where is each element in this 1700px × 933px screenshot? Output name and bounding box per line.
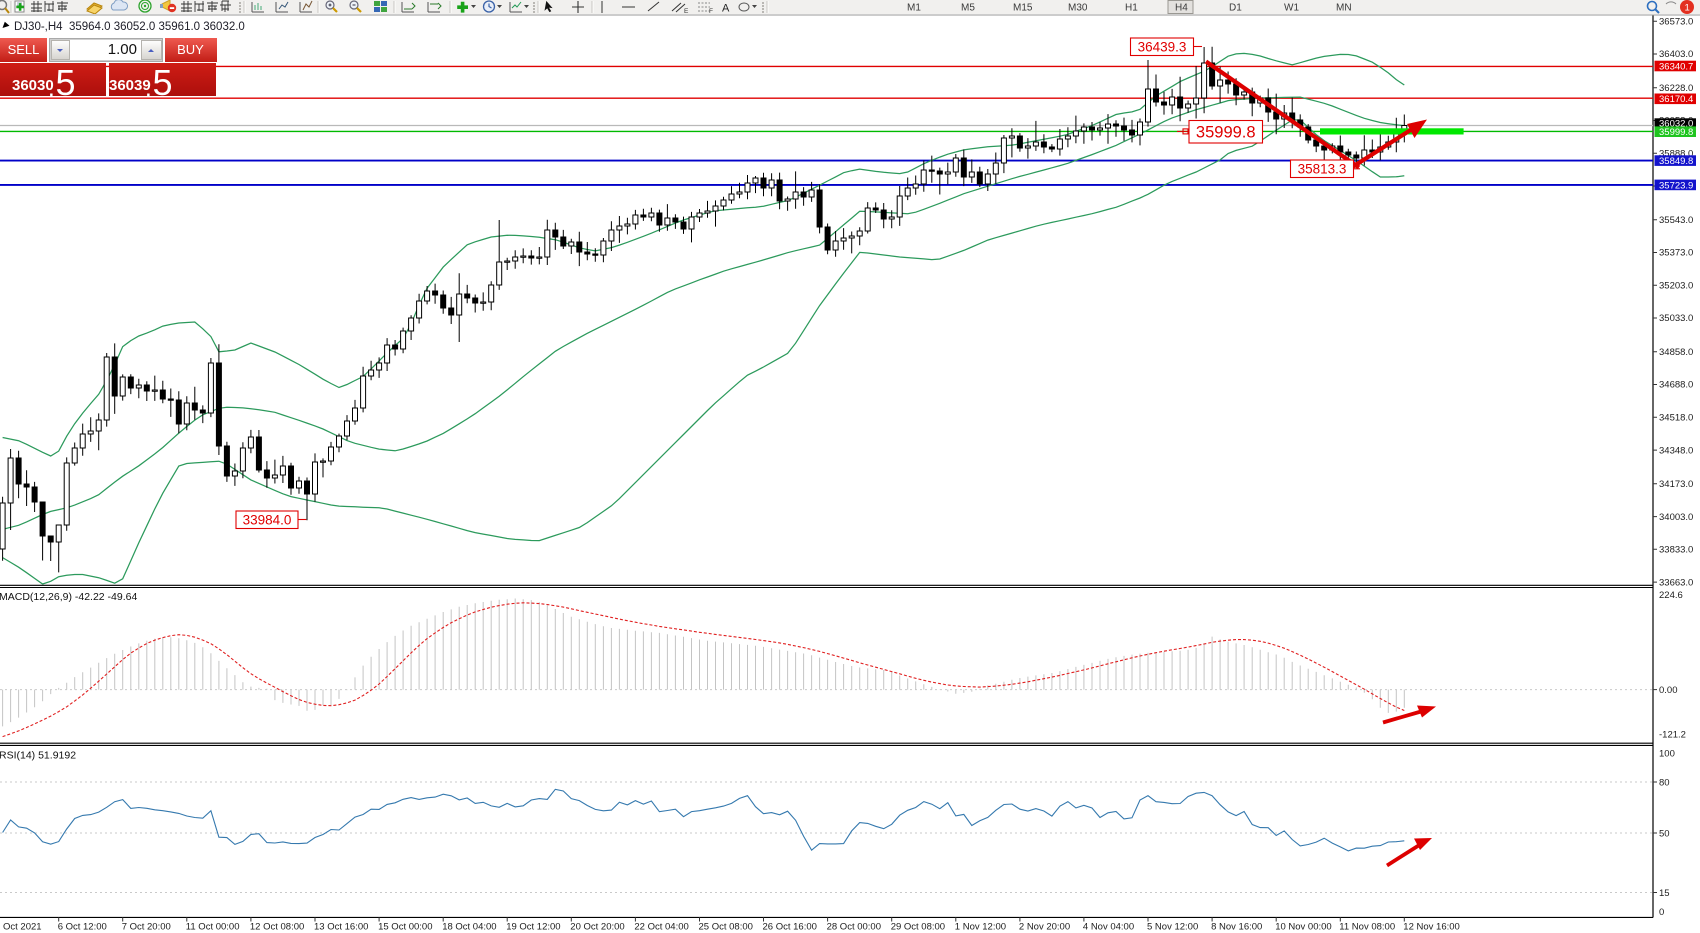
- svg-text:26 Oct 16:00: 26 Oct 16:00: [763, 922, 817, 933]
- svg-text:D1: D1: [1229, 3, 1242, 14]
- svg-text:33833.0: 33833.0: [1659, 545, 1693, 556]
- svg-text:E: E: [684, 8, 689, 14]
- svg-text:35999.8: 35999.8: [1659, 127, 1693, 138]
- svg-text:35813.3: 35813.3: [1298, 162, 1347, 177]
- svg-text:0.00: 0.00: [1659, 685, 1678, 696]
- svg-text:MACD(12,26,9) -42.22 -49.64: MACD(12,26,9) -42.22 -49.64: [0, 591, 137, 603]
- svg-text:36573.0: 36573.0: [1659, 16, 1693, 27]
- svg-text:80: 80: [1659, 777, 1670, 788]
- svg-text:50: 50: [1659, 828, 1670, 839]
- svg-text:36439.3: 36439.3: [1138, 40, 1187, 55]
- svg-text:34688.0: 34688.0: [1659, 380, 1693, 391]
- svg-text:DJ30-,H4 35964.0 36052.0 3596: DJ30-,H4 35964.0 36052.0 35961.0 36032.0: [14, 21, 245, 33]
- svg-text:20 Oct 20:00: 20 Oct 20:00: [570, 922, 624, 933]
- svg-text:0: 0: [1659, 907, 1664, 918]
- svg-text:H4: H4: [1175, 3, 1188, 14]
- svg-text:12 Oct 08:00: 12 Oct 08:00: [250, 922, 304, 933]
- svg-text:35723.9: 35723.9: [1659, 180, 1693, 191]
- svg-text:100: 100: [1659, 749, 1675, 760]
- svg-text:34348.0: 34348.0: [1659, 445, 1693, 456]
- svg-text:W1: W1: [1284, 3, 1299, 14]
- svg-text:35203.0: 35203.0: [1659, 281, 1693, 292]
- svg-text:13 Oct 16:00: 13 Oct 16:00: [314, 922, 368, 933]
- svg-text:6 Oct 12:00: 6 Oct 12:00: [58, 922, 107, 933]
- svg-text:36403.0: 36403.0: [1659, 49, 1693, 60]
- svg-text:34518.0: 34518.0: [1659, 413, 1693, 424]
- svg-text:7 Oct 20:00: 7 Oct 20:00: [122, 922, 171, 933]
- svg-text:35849.8: 35849.8: [1659, 156, 1693, 167]
- svg-text:-121.2: -121.2: [1659, 730, 1686, 741]
- svg-text:36228.0: 36228.0: [1659, 83, 1693, 94]
- svg-text:29 Oct 08:00: 29 Oct 08:00: [891, 922, 945, 933]
- svg-text:15 Oct 00:00: 15 Oct 00:00: [378, 922, 432, 933]
- svg-text:22 Oct 04:00: 22 Oct 04:00: [634, 922, 688, 933]
- svg-text:25 Oct 08:00: 25 Oct 08:00: [699, 922, 753, 933]
- svg-text:35373.0: 35373.0: [1659, 248, 1693, 259]
- svg-text:35999.8: 35999.8: [1196, 124, 1256, 142]
- svg-text:11 Oct 00:00: 11 Oct 00:00: [186, 922, 240, 933]
- svg-text:A: A: [722, 3, 730, 15]
- svg-text:224.6: 224.6: [1659, 590, 1683, 601]
- svg-text:M15: M15: [1013, 3, 1033, 14]
- svg-text:4 Nov 04:00: 4 Nov 04:00: [1083, 922, 1134, 933]
- svg-text:19 Oct 12:00: 19 Oct 12:00: [506, 922, 560, 933]
- svg-text:35888.0: 35888.0: [1659, 148, 1693, 159]
- svg-text:M1: M1: [907, 3, 921, 14]
- svg-text:33984.0: 33984.0: [243, 513, 292, 528]
- svg-text:1: 1: [1685, 3, 1690, 14]
- svg-text:18 Oct 04:00: 18 Oct 04:00: [442, 922, 496, 933]
- svg-text:M5: M5: [961, 3, 975, 14]
- svg-text:2 Nov 20:00: 2 Nov 20:00: [1019, 922, 1070, 933]
- svg-text:34173.0: 34173.0: [1659, 479, 1693, 490]
- svg-text:28 Oct 00:00: 28 Oct 00:00: [827, 922, 881, 933]
- svg-text:11 Nov 08:00: 11 Nov 08:00: [1339, 922, 1395, 933]
- svg-text:M30: M30: [1068, 3, 1088, 14]
- svg-text:35033.0: 35033.0: [1659, 313, 1693, 324]
- svg-text:35543.0: 35543.0: [1659, 215, 1693, 226]
- svg-text:F: F: [709, 8, 713, 14]
- svg-text:MN: MN: [1336, 3, 1352, 14]
- svg-text:33663.0: 33663.0: [1659, 577, 1693, 588]
- svg-text:36340.7: 36340.7: [1659, 61, 1693, 72]
- svg-text:1 Nov 12:00: 1 Nov 12:00: [955, 922, 1006, 933]
- svg-text:12 Nov 16:00: 12 Nov 16:00: [1403, 922, 1460, 933]
- svg-text:RSI(14) 51.9192: RSI(14) 51.9192: [0, 750, 76, 762]
- svg-text:34003.0: 34003.0: [1659, 512, 1693, 523]
- svg-text:36170.4: 36170.4: [1659, 94, 1693, 105]
- svg-text:8 Nov 16:00: 8 Nov 16:00: [1211, 922, 1262, 933]
- svg-text:Oct 2021: Oct 2021: [3, 922, 42, 933]
- svg-text:H1: H1: [1125, 3, 1138, 14]
- svg-text:15: 15: [1659, 888, 1670, 899]
- svg-text:36032.0: 36032.0: [1659, 119, 1693, 130]
- svg-text:5 Nov 12:00: 5 Nov 12:00: [1147, 922, 1198, 933]
- svg-text:34858.0: 34858.0: [1659, 347, 1693, 358]
- svg-text:10 Nov 00:00: 10 Nov 00:00: [1275, 922, 1332, 933]
